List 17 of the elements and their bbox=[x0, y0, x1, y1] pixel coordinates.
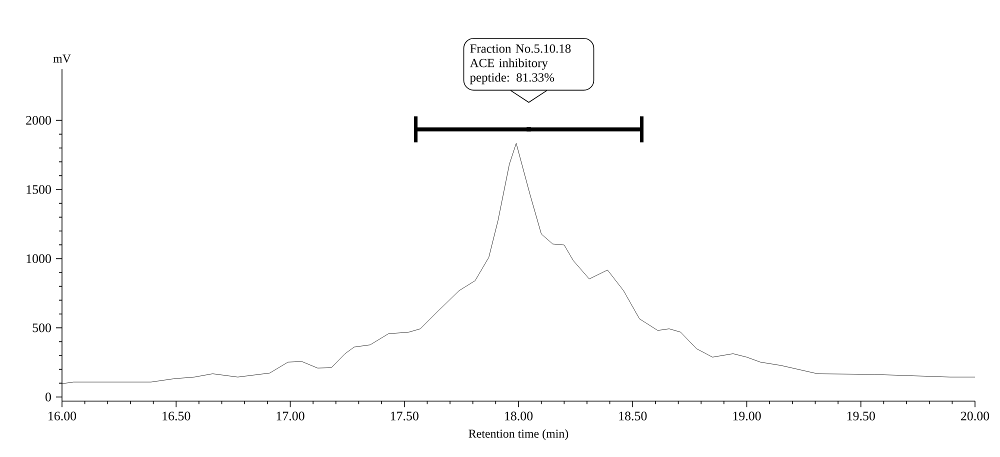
x-tick-label: 18.50 bbox=[619, 412, 647, 420]
y-tick-label: 500 bbox=[32, 323, 51, 332]
y-tick-label: 2000 bbox=[26, 116, 51, 125]
x-tick-label: 19.00 bbox=[733, 412, 761, 420]
x-tick-label: 19.50 bbox=[847, 412, 875, 420]
x-axis-title: Retention time (min) bbox=[468, 429, 568, 440]
x-tick-label: 20.00 bbox=[961, 412, 990, 420]
x-tick-label: 18.00 bbox=[505, 412, 533, 420]
x-tick-label: 17.50 bbox=[390, 412, 418, 420]
y-axis-title: mV bbox=[53, 54, 71, 63]
y-tick-label: 0 bbox=[46, 392, 51, 402]
x-tick-label: 17.00 bbox=[276, 412, 304, 420]
x-tick-label: 16.00 bbox=[48, 412, 76, 420]
x-tick-label: 16.50 bbox=[162, 412, 190, 420]
y-tick-label: 1500 bbox=[26, 185, 51, 194]
y-tick-label: 1000 bbox=[26, 254, 51, 264]
annotation: Fraction No.5.10.18 ACE inhibitory peptide: 81.33% bbox=[470, 44, 571, 84]
